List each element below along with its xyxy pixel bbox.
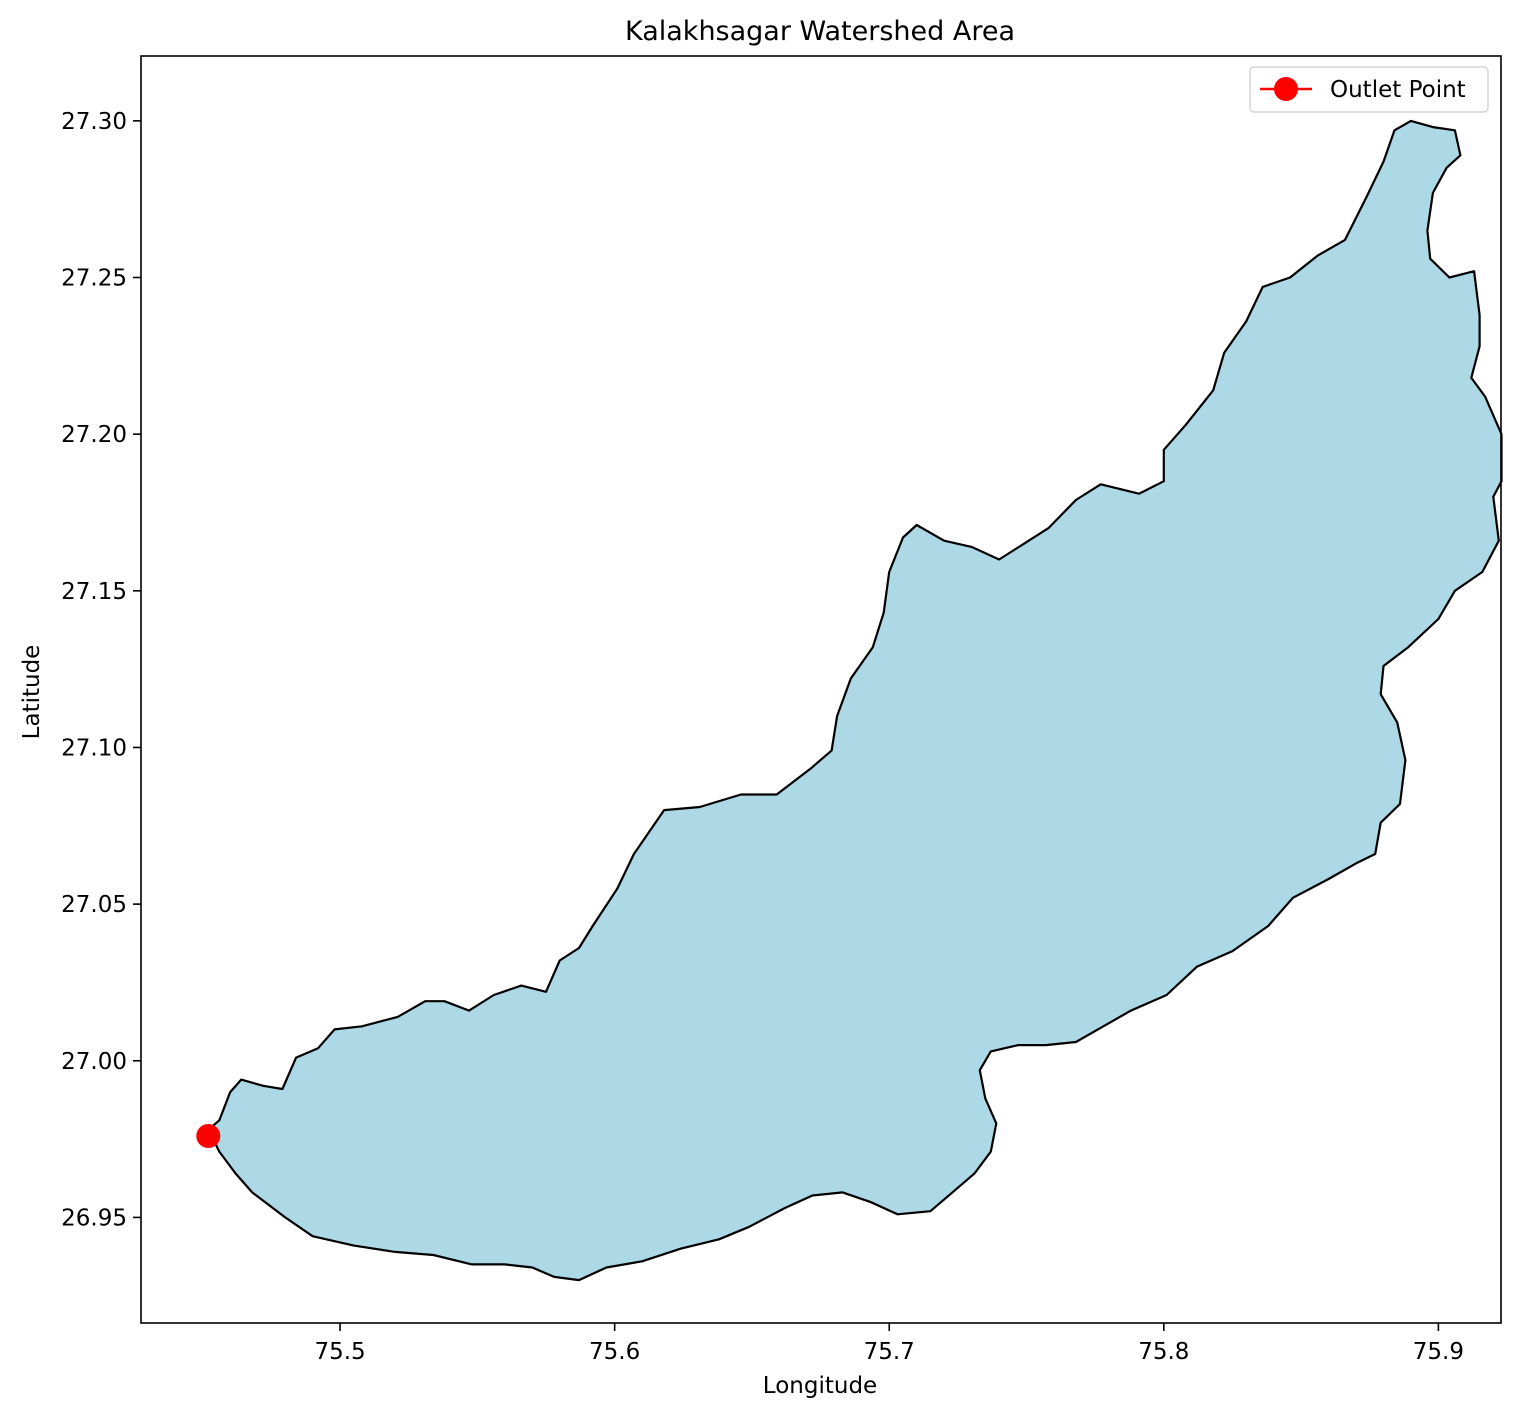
x-axis-ticks: 75.5 75.6 75.7 75.8 75.9 bbox=[314, 1323, 1464, 1365]
chart-title: Kalakhsagar Watershed Area bbox=[625, 16, 1015, 47]
y-tick-label: 27.00 bbox=[61, 1049, 127, 1075]
legend: Outlet Point bbox=[1249, 66, 1489, 113]
y-tick-label: 27.20 bbox=[61, 422, 127, 448]
y-tick-label: 27.15 bbox=[61, 579, 127, 605]
y-tick-label: 26.95 bbox=[61, 1205, 127, 1231]
legend-label: Outlet Point bbox=[1330, 77, 1466, 103]
y-tick-label: 27.05 bbox=[61, 892, 127, 918]
x-tick-label: 75.9 bbox=[1413, 1339, 1464, 1365]
y-tick-label: 27.25 bbox=[61, 266, 127, 292]
plot-area bbox=[196, 119, 1503, 1282]
x-tick-label: 75.8 bbox=[1138, 1339, 1189, 1365]
outlet-point-marker bbox=[196, 1124, 221, 1148]
y-axis-label: Latitude bbox=[19, 645, 45, 740]
x-tick-label: 75.6 bbox=[589, 1339, 640, 1365]
x-tick-label: 75.7 bbox=[864, 1339, 915, 1365]
x-tick-label: 75.5 bbox=[314, 1339, 365, 1365]
y-axis-ticks: 26.95 27.00 27.05 27.10 27.15 27.20 27.25 27.30 bbox=[61, 109, 141, 1231]
watershed-polygon bbox=[207, 119, 1503, 1282]
y-tick-label: 27.30 bbox=[61, 109, 127, 135]
axes-frame bbox=[140, 55, 1502, 1324]
x-axis-label: Longitude bbox=[763, 1373, 877, 1399]
legend-box bbox=[1249, 66, 1489, 113]
y-tick-label: 27.10 bbox=[61, 735, 127, 761]
legend-marker bbox=[1274, 77, 1298, 101]
